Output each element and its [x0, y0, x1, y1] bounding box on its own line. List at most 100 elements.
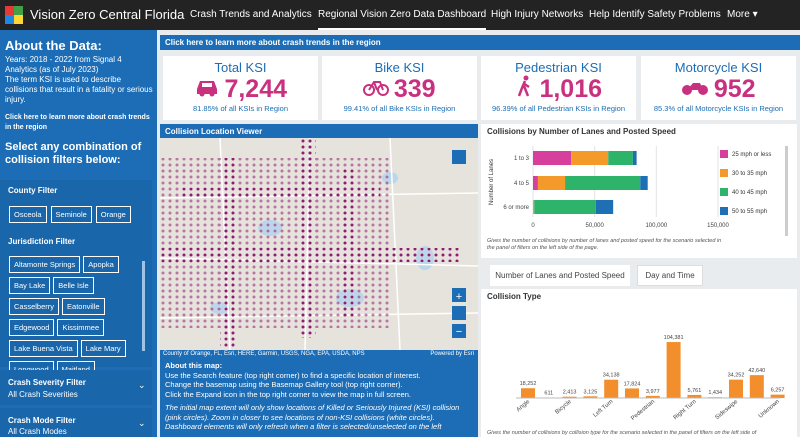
- map-about-line: Change the basemap using the Basemap Gal…: [165, 380, 403, 389]
- value-label: 611: [544, 391, 553, 397]
- value-label: 18,252: [520, 381, 537, 387]
- motorcycle-icon: [682, 83, 709, 95]
- legend-swatch: [720, 188, 728, 196]
- collision-type-chart: Collision Type 18,252 Angle 611 2,413 Bicycl…: [481, 289, 797, 437]
- x-tick-label: Right Turn: [673, 399, 698, 421]
- kpi-sub: 99.41% of all Bike KSIs in Region: [343, 104, 456, 113]
- kpi-sub: 81.85% of all KSIs in Region: [192, 104, 289, 113]
- tab[interactable]: Day and Time: [637, 265, 703, 286]
- x-tick-label: 50,000: [585, 223, 604, 229]
- map-about-title: About this map:: [165, 361, 223, 370]
- kpi-card: Total KSI 7,244 81.85% of all KSIs in Re…: [163, 56, 318, 120]
- kpi-card: Pedestrian KSI 1,016 96.39% of all Pedes…: [481, 56, 636, 120]
- filter-button[interactable]: Lake Buena Vista: [9, 340, 78, 357]
- map-title: Collision Location Viewer: [165, 127, 263, 136]
- bar-segment: [565, 176, 641, 190]
- value-label: 3,125: [584, 389, 598, 395]
- value-label: 5,761: [688, 388, 702, 394]
- value-label: 2,413: [563, 390, 577, 396]
- map-controls[interactable]: +−: [452, 150, 466, 338]
- map[interactable]: +−: [160, 138, 478, 350]
- legend-label: 30 to 35 mph: [732, 171, 767, 177]
- mode-filter[interactable]: Crash Mode Filter All Crash Modes ⌄: [0, 408, 152, 437]
- kpi-sub: 96.39% of all Pedestrian KSIs in Region: [492, 104, 625, 113]
- x-tick-label: Bicycle: [554, 399, 573, 416]
- x-tick-label: Pedestrian: [630, 399, 656, 422]
- filter-button[interactable]: Orange: [95, 206, 131, 223]
- filter-button[interactable]: Altamonte Springs: [9, 256, 81, 273]
- bar-segment: [534, 200, 596, 214]
- kpi-value: 7,244: [224, 75, 287, 103]
- about-title: About the Data:: [5, 38, 102, 53]
- filter-button[interactable]: Apopka: [83, 256, 119, 273]
- x-tick-label: Angle: [516, 399, 532, 414]
- kpi-row: 339: [322, 75, 477, 104]
- map-note: The initial map extent will only show lo…: [165, 403, 460, 431]
- kpi-card: Motorcycle KSI 952 85.3% of all Motorcyc…: [641, 56, 796, 120]
- legend-label: 50 to 55 mph: [732, 209, 767, 215]
- kpi-card: Bike KSI 339 99.41% of all Bike KSIs in …: [322, 56, 477, 120]
- bar-segment: [537, 176, 566, 190]
- scrollbar: [142, 261, 145, 351]
- tab-active[interactable]: Number of Lanes and Posted Speed: [490, 265, 630, 286]
- filter-heading: Select any combination of collision filt…: [5, 141, 142, 166]
- x-tick-label: 150,000: [707, 223, 729, 229]
- nav-item[interactable]: Crash Trends and Analytics: [190, 9, 312, 20]
- filter-title: Crash Severity Filter: [8, 378, 86, 387]
- map-attribution: County of Orange, FL, Esri, HERE, Garmin…: [163, 351, 365, 357]
- filter-button[interactable]: Eatonville: [62, 298, 105, 315]
- filter-button[interactable]: Seminole: [50, 206, 92, 223]
- bar-segment: [640, 176, 648, 190]
- legend-label: 40 to 45 mph: [732, 190, 767, 196]
- chart-caption: Gives the number of collisions by collis…: [487, 430, 757, 436]
- banner-link[interactable]: Click here to learn more about crash tre…: [160, 35, 800, 50]
- kpi-title: Total KSI: [214, 60, 267, 75]
- about-block: About the Data: Years: 2018 - 2022 from …: [5, 38, 153, 167]
- filter-button[interactable]: Casselberry: [9, 298, 60, 315]
- kpi-row: 952: [641, 75, 796, 104]
- map-about-line: Use the Search feature (top right corner…: [165, 370, 421, 380]
- bar: [521, 388, 535, 398]
- value-label: 42,640: [748, 368, 765, 374]
- value-label: 6,257: [771, 388, 785, 394]
- nav-item[interactable]: Regional Vision Zero Data Dashboard: [318, 9, 487, 30]
- nav-item[interactable]: High Injury Networks: [491, 9, 584, 20]
- chevron: ⌄: [138, 418, 146, 428]
- sidebar: About the Data: Years: 2018 - 2022 from …: [0, 30, 157, 437]
- bar: [625, 388, 639, 398]
- collision-points: [160, 138, 460, 348]
- filter-title: Crash Mode Filter: [8, 416, 76, 425]
- filter-button[interactable]: Lake Mary: [80, 340, 126, 357]
- kpi-sub: 85.3% of all Motorcycle KSIs in Region: [653, 104, 784, 113]
- nav-item-label: More: [727, 9, 750, 20]
- logo: [5, 6, 23, 24]
- chevron: ⌄: [138, 380, 146, 390]
- bar: [604, 379, 619, 398]
- bar: [687, 394, 702, 398]
- severity-filter[interactable]: Crash Severity Filter All Crash Severiti…: [0, 370, 152, 405]
- kpi-row: 7,244: [163, 75, 318, 104]
- nav-item[interactable]: More ▾: [727, 9, 758, 20]
- nav-bar: Vision Zero Central Florida Crash Trends…: [0, 0, 800, 30]
- y-axis-label: Number of Lanes: [489, 159, 495, 205]
- filter-button[interactable]: Bay Lake: [9, 277, 51, 294]
- x-tick-label: 100,000: [645, 223, 667, 229]
- legend-swatch: [720, 150, 728, 158]
- car-icon: [196, 81, 217, 97]
- value-label: 3,977: [646, 389, 660, 395]
- y-tick-label: 4 to 5: [514, 181, 530, 187]
- svg-text:+: +: [456, 291, 462, 303]
- bar-segment: [632, 151, 637, 165]
- filter-button[interactable]: Osceola: [9, 206, 47, 223]
- kpi-value: 1,016: [539, 75, 602, 103]
- lanes-speed-chart: Collisions by Number of Lanes and Posted…: [481, 124, 797, 258]
- x-tick-label: Sideswipe: [714, 399, 739, 422]
- filter-button[interactable]: Kissimmee: [57, 319, 105, 336]
- site-title: Vision Zero Central Florida: [30, 7, 185, 22]
- nav-item[interactable]: Help Identify Safety Problems: [589, 9, 721, 20]
- learn-more-link[interactable]: Click here to learn more about crash tre…: [5, 114, 150, 131]
- filter-button[interactable]: Edgewood: [9, 319, 55, 336]
- value-label: 17,824: [624, 381, 641, 387]
- filter-button[interactable]: Belle Isle: [53, 277, 94, 294]
